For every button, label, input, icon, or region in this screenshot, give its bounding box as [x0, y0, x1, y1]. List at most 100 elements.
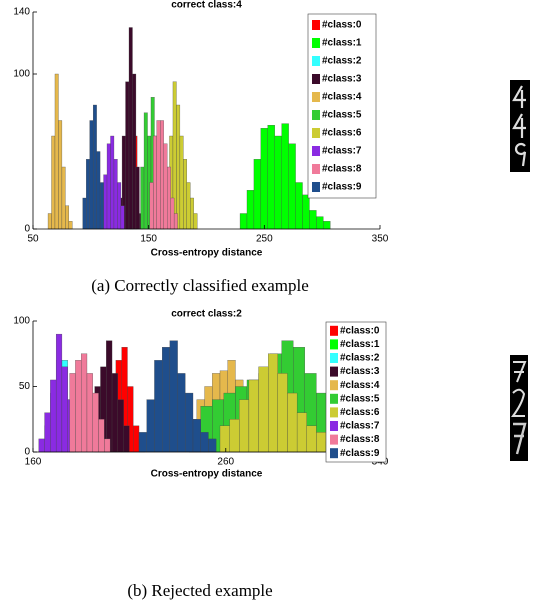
histogram-bar — [120, 205, 125, 230]
histogram-bar — [61, 366, 68, 453]
histogram-bar — [89, 120, 94, 230]
histogram-bar — [75, 360, 82, 453]
histogram-bar — [170, 197, 175, 230]
histogram-bar — [176, 104, 181, 230]
histogram-bar — [54, 73, 59, 230]
histogram-bar — [190, 197, 194, 230]
histogram-bar — [239, 399, 250, 453]
histogram-bar — [132, 73, 137, 230]
legend-swatch — [330, 353, 338, 363]
histogram-bar — [146, 399, 155, 453]
histogram-bar — [208, 438, 217, 453]
legend-swatch — [330, 380, 338, 391]
y-tick-label: 0 — [24, 224, 30, 235]
legend-label: #class:8 — [322, 164, 362, 175]
y-tick-label: 50 — [19, 381, 31, 392]
y-tick-label: 100 — [13, 69, 30, 80]
histogram-bar — [219, 425, 230, 453]
histogram-bar — [44, 412, 51, 453]
histogram-bar — [106, 143, 111, 230]
histogram-bar — [253, 159, 262, 230]
histogram-bar — [260, 128, 268, 230]
legend-label: #class:3 — [322, 74, 362, 85]
histogram-bar — [138, 432, 147, 453]
histogram-bar — [167, 166, 171, 230]
legend-swatch — [330, 421, 338, 431]
legend-swatch — [312, 38, 320, 48]
chart-title: correct class:2 — [171, 309, 242, 320]
histogram-bar — [61, 166, 66, 230]
histogram-bar — [163, 143, 168, 230]
legend-label: #class:1 — [340, 339, 380, 350]
histogram-bar — [113, 159, 118, 230]
legend-swatch — [312, 20, 320, 30]
histogram-bar — [268, 353, 278, 453]
histogram-bar — [128, 27, 133, 230]
histogram-bar — [177, 373, 186, 453]
histogram-bar — [274, 135, 282, 230]
legend-swatch — [330, 325, 338, 336]
histogram-bar — [86, 373, 93, 453]
histogram-bar — [288, 143, 296, 230]
histogram-bar — [143, 112, 148, 230]
histogram-bar — [179, 135, 184, 230]
histogram-bar — [47, 213, 52, 230]
histogram-bar — [183, 159, 187, 230]
y-tick-label: 0 — [24, 447, 30, 458]
histogram-bar — [186, 182, 191, 230]
x-axis-label: Cross-entropy distance — [151, 469, 263, 480]
histogram-bar — [50, 379, 57, 453]
legend-label: #class:7 — [322, 146, 362, 157]
histogram-bar — [246, 190, 255, 230]
legend-label: #class:9 — [322, 182, 362, 193]
legend-swatch — [330, 407, 338, 418]
histogram-bar — [306, 425, 317, 453]
x-tick-label: 50 — [27, 234, 39, 245]
histogram-bar — [169, 340, 178, 453]
histogram-bar — [193, 213, 198, 230]
histogram-bar — [323, 221, 331, 230]
histogram-bar — [81, 353, 88, 453]
histogram-bar — [258, 366, 269, 453]
histogram-bar — [160, 120, 164, 230]
histogram-bar — [156, 120, 161, 230]
legend-swatch — [330, 339, 338, 350]
legend-swatch — [312, 182, 320, 192]
histogram-bar — [110, 135, 115, 230]
legend-label: #class:5 — [340, 393, 380, 404]
legend-swatch — [312, 146, 320, 156]
histogram-bar — [154, 360, 163, 453]
legend-swatch — [330, 434, 338, 445]
histogram-bar — [106, 340, 113, 453]
legend-swatch — [330, 393, 338, 404]
legend-swatch — [312, 164, 320, 174]
legend-label: #class:0 — [340, 325, 380, 336]
histogram-bar — [125, 81, 130, 230]
histogram-bar — [111, 373, 118, 453]
x-tick-label: 350 — [372, 234, 389, 245]
histogram-bar — [153, 135, 157, 230]
histogram-bar — [200, 432, 209, 453]
histogram-bar — [92, 104, 97, 230]
histogram-bar — [133, 425, 140, 453]
histogram-bar — [281, 123, 289, 230]
histogram-bar — [65, 205, 70, 230]
legend-label: #class:7 — [340, 421, 380, 432]
legend-label: #class:1 — [322, 38, 362, 49]
legend-label: #class:6 — [322, 128, 362, 139]
histogram-bar — [296, 412, 307, 453]
legend-label: #class:3 — [340, 366, 380, 377]
histogram-bar — [96, 151, 101, 230]
x-tick-label: 250 — [256, 234, 273, 245]
caption: (a) Correctly classified example — [91, 276, 309, 295]
histogram-bar — [68, 221, 73, 230]
histogram-bar — [140, 166, 145, 230]
histogram-bar — [86, 159, 90, 230]
legend-swatch — [312, 128, 320, 138]
legend-swatch — [312, 92, 320, 102]
histogram-bar — [267, 125, 275, 230]
legend-swatch — [312, 74, 320, 84]
legend-swatch — [312, 110, 320, 120]
histogram-bar — [185, 392, 194, 453]
histogram-bar — [316, 216, 324, 230]
